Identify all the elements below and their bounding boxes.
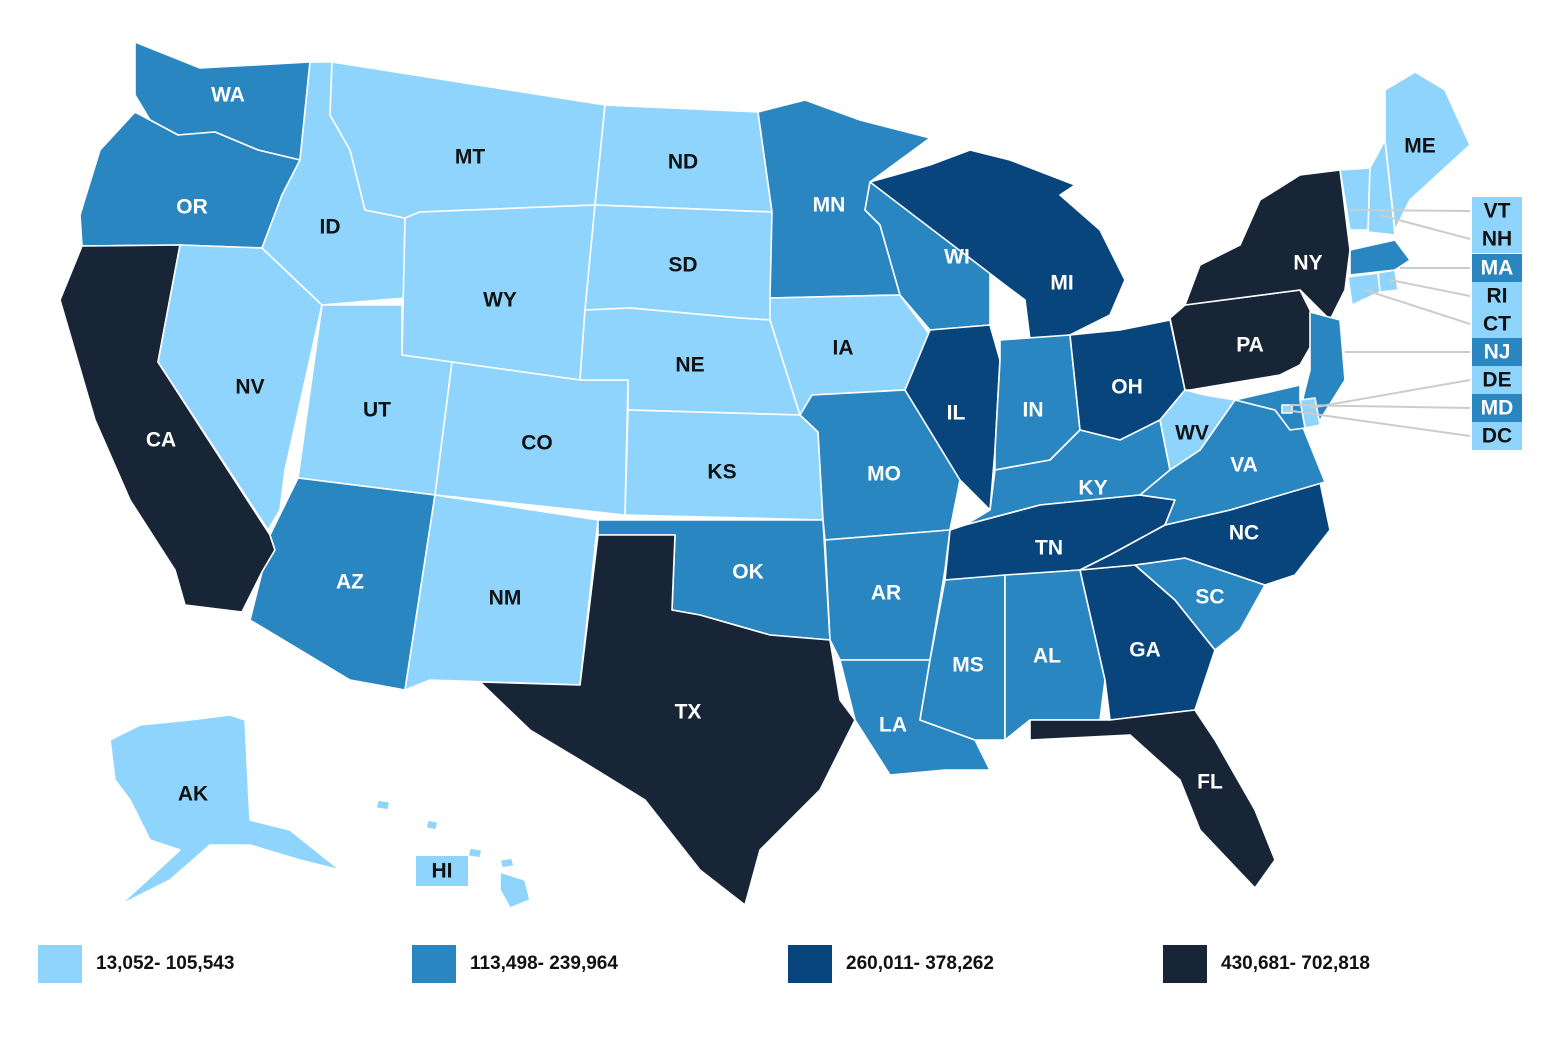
label-oh: OH — [1111, 376, 1143, 399]
legend-label-tier2: 113,498- 239,964 — [470, 953, 618, 974]
label-id: ID — [320, 216, 341, 239]
state-ct[interactable] — [1347, 272, 1381, 306]
label-ky: KY — [1078, 477, 1107, 500]
state-mt[interactable] — [329, 61, 606, 219]
legend-swatch-tier1 — [38, 945, 87, 988]
label-az: AZ — [336, 571, 364, 594]
legend-swatch-tier3 — [788, 945, 837, 988]
label-hi: HI — [432, 860, 453, 883]
label-mn: MN — [813, 194, 846, 217]
legend-label-tier4: 430,681- 702,818 — [1221, 953, 1370, 974]
label-ms: MS — [952, 654, 984, 677]
legend-label-tier1: 13,052- 105,543 — [96, 953, 235, 974]
label-tx: TX — [675, 701, 702, 724]
state-mi[interactable] — [869, 149, 1126, 341]
state-ma[interactable] — [1349, 239, 1411, 276]
label-ny: NY — [1293, 252, 1322, 275]
label-ne: NE — [675, 354, 704, 377]
leader-lines — [1284, 209, 1471, 437]
callout-box-dc — [1472, 422, 1522, 450]
label-ct: CT — [1483, 313, 1511, 336]
label-de: DE — [1482, 369, 1511, 392]
label-nm: NM — [489, 587, 522, 610]
callout-box-nj — [1472, 338, 1522, 366]
label-md: MD — [1481, 397, 1514, 420]
label-ut: UT — [363, 399, 391, 422]
label-vt: VT — [1484, 200, 1511, 223]
label-mi: MI — [1050, 272, 1073, 295]
label-me: ME — [1404, 135, 1436, 158]
state-fl[interactable] — [1029, 709, 1276, 889]
label-nh: NH — [1482, 228, 1512, 251]
label-ma: MA — [1481, 257, 1514, 280]
label-il: IL — [947, 402, 966, 425]
label-ar: AR — [871, 582, 901, 605]
callout-box-vt — [1472, 197, 1522, 225]
legend-item-tier3: 260,011- 378,262 — [788, 944, 994, 988]
label-wy: WY — [483, 289, 517, 312]
label-in: IN — [1023, 399, 1044, 422]
label-sc: SC — [1195, 586, 1224, 609]
label-or: OR — [176, 196, 208, 219]
callout-box-de — [1472, 366, 1522, 394]
label-nd: ND — [668, 151, 698, 174]
legend-item-tier1: 13,052- 105,543 — [38, 944, 235, 988]
label-la: LA — [879, 714, 907, 737]
label-nv: NV — [235, 376, 264, 399]
state-md[interactable] — [1234, 384, 1306, 431]
legend-swatch-tier4 — [1163, 945, 1212, 988]
label-ca: CA — [146, 429, 176, 452]
state-ak[interactable] — [109, 714, 341, 906]
label-pa: PA — [1236, 334, 1264, 357]
callout-boxes — [416, 197, 1522, 886]
callout-box-ri — [1472, 282, 1522, 310]
label-ri: RI — [1487, 285, 1508, 308]
state-shapes — [59, 41, 1471, 909]
label-wv: WV — [1175, 422, 1209, 445]
state-dc[interactable] — [1281, 404, 1293, 414]
legend-label-tier3: 260,011- 378,262 — [846, 953, 994, 974]
callout-box-md — [1472, 394, 1522, 422]
state-labels: WA OR CA NV ID MT WY UT AZ CO NM ND SD N… — [146, 84, 1514, 883]
callout-box-nh — [1472, 225, 1522, 253]
state-nj[interactable] — [1299, 311, 1346, 421]
label-ok: OK — [732, 561, 764, 584]
label-sd: SD — [668, 254, 697, 277]
label-co: CO — [521, 432, 553, 455]
label-ak: AK — [178, 783, 208, 806]
label-ga: GA — [1129, 639, 1161, 662]
label-wi: WI — [944, 246, 970, 269]
state-tx[interactable] — [479, 534, 856, 906]
state-hi[interactable] — [375, 799, 531, 909]
label-ks: KS — [707, 461, 736, 484]
state-il[interactable] — [904, 324, 1001, 511]
label-mt: MT — [455, 146, 485, 169]
legend-item-tier4: 430,681- 702,818 — [1163, 944, 1370, 988]
label-wa: WA — [211, 84, 245, 107]
callout-box-hi — [416, 856, 468, 886]
label-ia: IA — [833, 337, 854, 360]
legend-swatch-tier2 — [412, 945, 461, 988]
label-fl: FL — [1197, 771, 1223, 794]
callout-box-ct — [1472, 310, 1522, 338]
label-nc: NC — [1229, 522, 1259, 545]
label-al: AL — [1033, 645, 1061, 668]
label-dc: DC — [1482, 425, 1512, 448]
label-nj: NJ — [1484, 341, 1511, 364]
label-tn: TN — [1035, 537, 1063, 560]
state-me[interactable] — [1384, 71, 1471, 231]
legend-item-tier2: 113,498- 239,964 — [412, 944, 618, 988]
label-mo: MO — [867, 463, 901, 486]
callout-box-ma — [1472, 254, 1522, 282]
label-va: VA — [1230, 454, 1258, 477]
